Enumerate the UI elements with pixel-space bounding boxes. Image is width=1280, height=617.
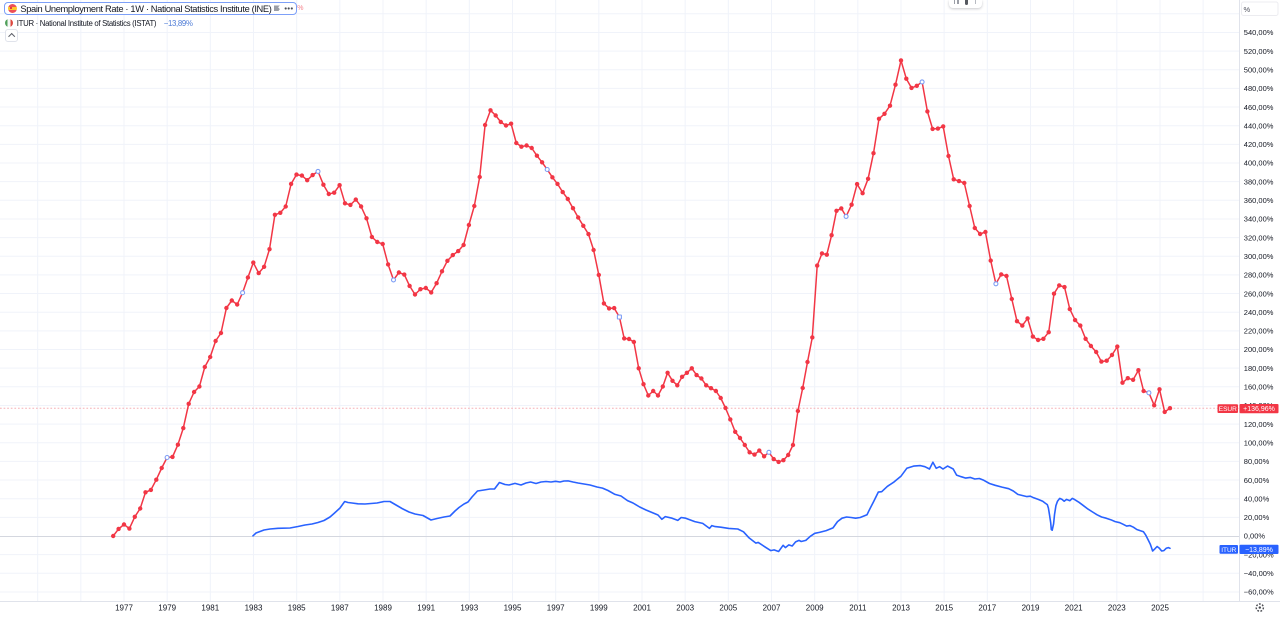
svg-text:340,00%: 340,00%: [1244, 215, 1274, 224]
svg-text:1999: 1999: [590, 604, 608, 613]
svg-text:1995: 1995: [504, 604, 522, 613]
svg-text:ESUR: ESUR: [1219, 406, 1237, 413]
svg-text:280,00%: 280,00%: [1244, 271, 1274, 280]
svg-text:500,00%: 500,00%: [1244, 65, 1274, 74]
svg-text:540,00%: 540,00%: [1244, 28, 1274, 37]
svg-text:1993: 1993: [460, 604, 478, 613]
svg-text:240,00%: 240,00%: [1244, 308, 1274, 317]
svg-text:120,00%: 120,00%: [1244, 420, 1274, 429]
svg-text:2023: 2023: [1108, 604, 1126, 613]
svg-text:320,00%: 320,00%: [1244, 233, 1274, 242]
svg-text:1997: 1997: [547, 604, 565, 613]
svg-text:−13,89%: −13,89%: [1245, 547, 1273, 554]
svg-text:1991: 1991: [417, 604, 435, 613]
svg-text:1981: 1981: [201, 604, 219, 613]
svg-text:ITUR: ITUR: [1221, 547, 1236, 554]
svg-text:2013: 2013: [892, 604, 910, 613]
svg-text:1979: 1979: [158, 604, 176, 613]
svg-text:200,00%: 200,00%: [1244, 345, 1274, 354]
svg-text:220,00%: 220,00%: [1244, 327, 1274, 336]
svg-text:2011: 2011: [849, 604, 867, 613]
svg-text:2021: 2021: [1065, 604, 1083, 613]
svg-text:1977: 1977: [115, 604, 133, 613]
svg-text:−20,00%: −20,00%: [1244, 550, 1274, 559]
svg-text:−60,00%: −60,00%: [1244, 588, 1274, 597]
svg-text:380,00%: 380,00%: [1244, 177, 1274, 186]
svg-text:400,00%: 400,00%: [1244, 159, 1274, 168]
svg-text:100,00%: 100,00%: [1244, 438, 1274, 447]
svg-text:20,00%: 20,00%: [1244, 513, 1270, 522]
svg-text:2007: 2007: [763, 604, 781, 613]
svg-text:0,00%: 0,00%: [1244, 532, 1266, 541]
svg-text:1985: 1985: [288, 604, 306, 613]
svg-text:2005: 2005: [719, 604, 737, 613]
svg-text:1989: 1989: [374, 604, 392, 613]
svg-text:300,00%: 300,00%: [1244, 252, 1274, 261]
svg-text:80,00%: 80,00%: [1244, 457, 1270, 466]
svg-text:2025: 2025: [1151, 604, 1169, 613]
svg-text:160,00%: 160,00%: [1244, 383, 1274, 392]
svg-text:%: %: [1244, 5, 1251, 14]
svg-text:1983: 1983: [245, 604, 263, 613]
svg-text:260,00%: 260,00%: [1244, 289, 1274, 298]
svg-text:480,00%: 480,00%: [1244, 84, 1274, 93]
svg-text:2017: 2017: [978, 604, 996, 613]
svg-text:+136,96%: +136,96%: [1243, 406, 1275, 413]
svg-text:460,00%: 460,00%: [1244, 103, 1274, 112]
svg-text:2009: 2009: [806, 604, 824, 613]
svg-text:−40,00%: −40,00%: [1244, 569, 1274, 578]
svg-text:1987: 1987: [331, 604, 349, 613]
svg-text:2019: 2019: [1022, 604, 1040, 613]
svg-text:520,00%: 520,00%: [1244, 47, 1274, 56]
svg-text:180,00%: 180,00%: [1244, 364, 1274, 373]
svg-text:420,00%: 420,00%: [1244, 140, 1274, 149]
svg-text:40,00%: 40,00%: [1244, 494, 1270, 503]
svg-text:360,00%: 360,00%: [1244, 196, 1274, 205]
svg-text:2015: 2015: [935, 604, 953, 613]
svg-text:60,00%: 60,00%: [1244, 476, 1270, 485]
svg-text:2003: 2003: [676, 604, 694, 613]
svg-text:2001: 2001: [633, 604, 651, 613]
svg-text:440,00%: 440,00%: [1244, 121, 1274, 130]
